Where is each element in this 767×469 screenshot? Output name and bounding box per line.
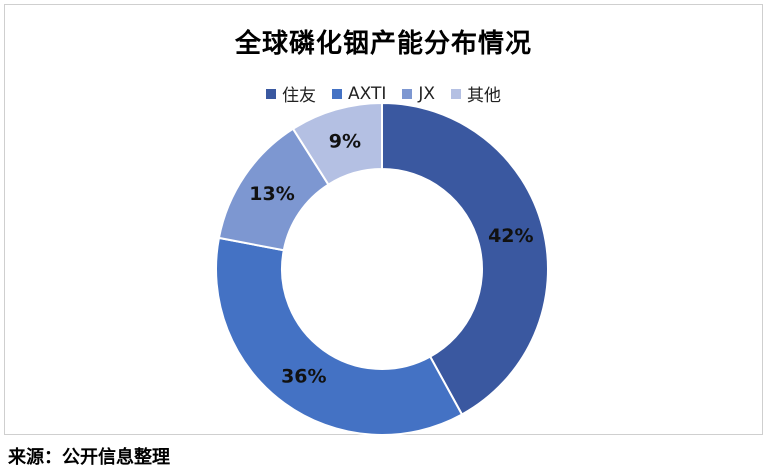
chart-legend: 住友 AXTI JX 其他: [5, 81, 762, 106]
legend-label: AXTI: [347, 83, 387, 104]
legend-swatch: [331, 88, 342, 99]
chart-frame: 全球磷化铟产能分布情况 住友 AXTI JX 其他 42% 36% 13% 9%: [4, 4, 763, 436]
legend-swatch: [265, 88, 276, 99]
slice-label-jx: 13%: [249, 183, 294, 205]
legend-swatch: [451, 88, 462, 99]
legend-label: 其他: [467, 86, 502, 106]
legend-swatch: [402, 88, 413, 99]
slice-axti: [215, 236, 464, 436]
source-note: 来源：公开信息整理: [8, 447, 170, 468]
legend-label: JX: [418, 83, 436, 104]
legend-item-axti: AXTI: [331, 81, 387, 106]
legend-item-jx: JX: [402, 81, 435, 106]
slice-label-other: 9%: [329, 130, 361, 152]
slice-other: [291, 101, 383, 186]
slice-label-axti: 36%: [281, 366, 326, 388]
chart-title: 全球磷化铟产能分布情况: [234, 29, 532, 59]
legend-label: 住友: [281, 86, 316, 106]
slice-label-zhuyou: 42%: [488, 225, 533, 247]
legend-item-other: 其他: [451, 81, 501, 106]
slice-zhuyou: [381, 101, 549, 416]
donut-chart: 42% 36% 13% 9%: [215, 101, 549, 436]
legend-item-zhuyou: 住友: [265, 81, 316, 106]
